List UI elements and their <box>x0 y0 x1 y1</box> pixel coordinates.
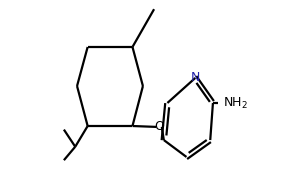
Text: NH$_2$: NH$_2$ <box>223 95 248 111</box>
Text: N: N <box>191 71 200 84</box>
Text: O: O <box>154 120 164 133</box>
